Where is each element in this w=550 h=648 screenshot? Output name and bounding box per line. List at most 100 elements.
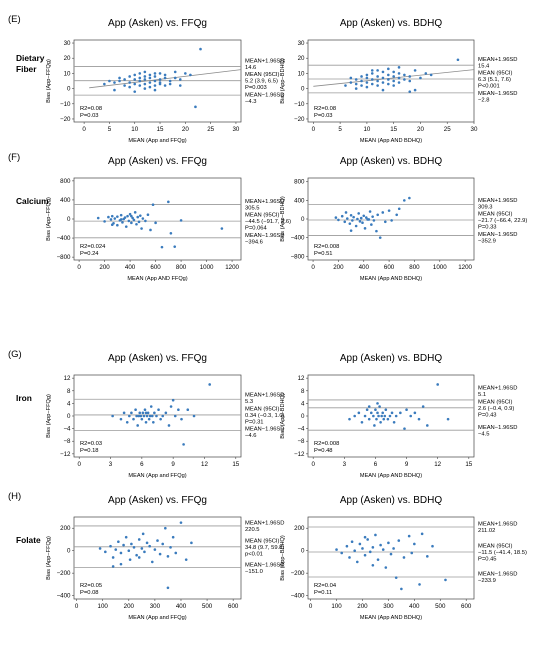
y-tick-label: −400	[291, 593, 305, 600]
data-point	[384, 408, 388, 411]
x-tick-label: 600	[384, 264, 395, 271]
data-point	[363, 535, 367, 539]
data-point	[133, 82, 137, 86]
data-point	[148, 81, 152, 84]
data-point	[137, 220, 141, 224]
data-point	[382, 417, 386, 421]
panel-title: App (Asken) vs. FFQg	[108, 156, 207, 167]
data-point	[139, 414, 143, 418]
data-point	[384, 566, 388, 569]
x-tick-label: 0	[82, 126, 86, 133]
data-point	[124, 225, 128, 228]
data-point	[116, 223, 119, 227]
data-point	[374, 533, 377, 537]
x-tick-label: 3	[343, 461, 347, 468]
data-point	[167, 424, 171, 427]
data-point	[353, 549, 356, 552]
data-point	[190, 541, 193, 545]
data-point	[125, 421, 129, 424]
data-point	[178, 84, 182, 87]
mean-label: P<0.001	[478, 84, 500, 90]
data-point	[399, 411, 402, 415]
data-point	[147, 417, 151, 421]
data-point	[377, 414, 380, 418]
data-point	[111, 556, 115, 559]
data-point	[420, 532, 424, 536]
data-point	[148, 85, 152, 89]
data-point	[103, 82, 106, 86]
data-point	[189, 73, 192, 77]
y-tick-label: 12	[298, 375, 305, 382]
data-point	[168, 79, 172, 83]
data-point	[392, 84, 395, 87]
data-point	[158, 78, 162, 81]
data-point	[400, 587, 403, 591]
data-point	[141, 411, 145, 415]
data-point	[169, 232, 173, 235]
data-point	[413, 69, 417, 72]
x-axis-label: MEAN (App AND BDHQ)	[360, 138, 422, 144]
data-point	[135, 414, 138, 418]
data-point	[408, 196, 411, 200]
data-point	[392, 70, 395, 74]
data-point	[133, 90, 137, 93]
data-point	[365, 85, 369, 89]
data-point	[130, 214, 133, 218]
mean-label: MEAN (95CI)	[478, 543, 513, 549]
data-point	[169, 405, 173, 408]
data-point	[128, 81, 131, 84]
nutrient-label: Folate	[16, 535, 41, 545]
y-tick-label: 0	[301, 86, 305, 93]
data-point	[159, 417, 162, 421]
stat-text: P=0.18	[80, 448, 99, 454]
data-point	[365, 76, 369, 80]
x-tick-label: 0	[77, 264, 81, 271]
mean-label: P=0.31	[245, 419, 264, 425]
data-point	[407, 534, 411, 538]
data-point	[413, 88, 417, 92]
upper-limit-label: 5.3	[245, 399, 253, 405]
y-tick-label: −12	[60, 451, 71, 458]
stat-text: P=0.08	[80, 590, 99, 596]
mean-label: 0.34 (−0.3, 1.0)	[245, 413, 285, 419]
data-point	[123, 84, 126, 87]
panel-bdhq: App (Asken) vs. BDHQ 0 3 6 9 12 15 −12 −8 −4 0 4 8 12…	[280, 353, 517, 479]
data-point	[394, 576, 398, 579]
data-point	[354, 87, 358, 90]
y-tick-label: −10	[294, 101, 305, 108]
data-point	[138, 76, 142, 80]
data-point	[149, 405, 153, 408]
data-point	[353, 414, 356, 418]
data-point	[128, 85, 131, 89]
data-point	[360, 79, 363, 83]
mean-label: 5.2 (3.9, 6.5)	[245, 79, 278, 85]
data-point	[366, 538, 369, 541]
data-point	[444, 578, 447, 582]
x-tick-label: 30	[232, 126, 239, 133]
data-point	[367, 218, 371, 221]
panel-title: App (Asken) vs. BDHQ	[340, 353, 442, 364]
data-point	[364, 216, 368, 219]
y-tick-label: −8	[297, 438, 305, 445]
x-tick-label: 400	[125, 264, 136, 271]
x-tick-label: 100	[98, 603, 109, 610]
data-point	[166, 586, 170, 590]
data-point	[146, 213, 150, 217]
data-point	[118, 76, 121, 80]
panel-title: App (Asken) vs. FFQg	[108, 353, 207, 364]
x-tick-label: 12	[434, 461, 441, 468]
data-point	[111, 414, 114, 418]
x-axis-label: MEAN (App AND BDHQ)	[360, 276, 422, 282]
data-point	[334, 216, 338, 219]
data-point	[146, 411, 150, 415]
data-point	[153, 84, 157, 87]
regression-line	[313, 69, 475, 87]
data-point	[150, 560, 154, 564]
x-tick-label: 20	[417, 126, 424, 133]
x-tick-label: 200	[333, 264, 344, 271]
data-point	[108, 79, 111, 83]
x-tick-label: 10	[131, 126, 138, 133]
data-point	[418, 583, 421, 586]
data-point	[350, 540, 354, 544]
lower-limit-label: MEAN−1.96SD	[478, 232, 517, 238]
